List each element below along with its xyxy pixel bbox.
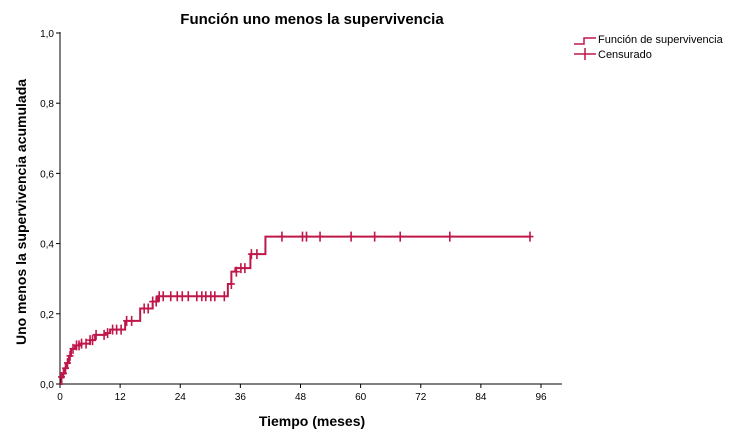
y-tick-label: 0,4	[40, 240, 54, 251]
legend-step-icon	[574, 37, 596, 45]
censor-mark	[303, 231, 311, 242]
censor-mark	[89, 335, 97, 346]
censor-mark	[144, 303, 152, 314]
censor-mark	[159, 291, 167, 302]
censor-mark	[178, 291, 186, 302]
x-tick-label: 24	[175, 392, 187, 403]
censor-mark	[92, 329, 100, 340]
x-tick-label: 0	[57, 392, 63, 403]
y-tick-label: 0,8	[40, 99, 54, 110]
y-tick-label: 1,0	[40, 29, 54, 40]
censor-mark	[526, 231, 534, 242]
censor-mark	[241, 263, 249, 274]
axes	[59, 32, 562, 385]
censor-mark	[371, 231, 379, 242]
legend-item-censored: Censurado	[574, 48, 652, 61]
legend-item-survival: Función de supervivencia	[574, 34, 724, 46]
legend-label-censored: Censurado	[598, 49, 652, 61]
y-ticks: 0,0 0,2 0,4 0,6 0,8 1,0	[40, 29, 60, 391]
y-axis-label: Uno menos la supervivencia acumulada	[13, 79, 29, 345]
censor-mark	[62, 363, 70, 374]
censor-mark	[253, 249, 261, 260]
censor-mark	[69, 343, 77, 354]
censor-mark	[152, 296, 160, 307]
y-tick-label: 0,0	[40, 380, 54, 391]
x-tick-label: 12	[115, 392, 127, 403]
survival-step-line	[60, 235, 531, 385]
censor-mark	[211, 291, 219, 302]
censor-mark	[232, 266, 240, 277]
censor-mark	[220, 291, 228, 302]
x-tick-label: 36	[235, 392, 247, 403]
censor-mark	[278, 231, 286, 242]
censor-mark	[316, 231, 324, 242]
censor-mark	[100, 329, 108, 340]
x-tick-label: 60	[355, 392, 367, 403]
censor-mark	[227, 278, 235, 289]
y-tick-label: 0,2	[40, 310, 54, 321]
censor-mark	[396, 231, 404, 242]
y-tick-label: 0,6	[40, 169, 54, 180]
censor-mark	[184, 291, 192, 302]
x-tick-label: 48	[295, 392, 307, 403]
censor-mark	[167, 291, 175, 302]
censor-mark	[66, 350, 74, 361]
censor-mark	[347, 231, 355, 242]
plot-area	[58, 231, 534, 385]
legend-label-survival: Función de supervivencia	[598, 34, 724, 46]
censor-mark	[104, 328, 112, 339]
censor-mark	[128, 315, 136, 326]
x-ticks: 0 12 24 36 48 60 72 84 96	[57, 384, 547, 403]
x-tick-label: 96	[535, 392, 547, 403]
censor-mark	[64, 357, 72, 368]
censor-mark	[82, 338, 90, 349]
censor-mark	[60, 368, 68, 379]
x-tick-label: 72	[415, 392, 427, 403]
censor-mark	[117, 324, 125, 335]
legend: Función de supervivencia Censurado	[574, 34, 724, 61]
x-tick-label: 84	[475, 392, 487, 403]
x-axis-label: Tiempo (meses)	[259, 413, 365, 429]
censor-mark	[446, 231, 454, 242]
chart-title: Función uno menos la supervivencia	[180, 11, 444, 28]
